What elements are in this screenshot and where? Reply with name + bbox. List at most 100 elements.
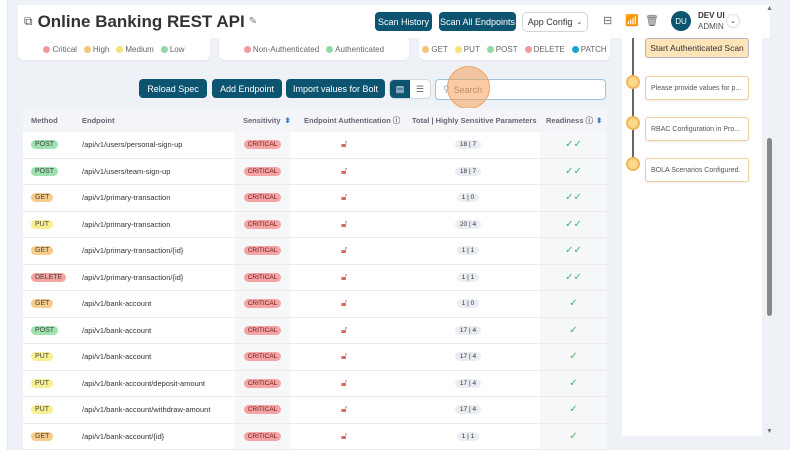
sensitivity-badge: CRITICAL: [243, 431, 282, 441]
unlocked-lock-icon: 🔓︎: [341, 165, 348, 177]
endpoint-path[interactable]: /api/v1/users/personal-sign-up: [82, 140, 183, 150]
method-badge: POST: [31, 166, 59, 176]
unlocked-lock-icon: 🔓︎: [341, 430, 348, 442]
legend-label: PUT: [463, 44, 480, 54]
legend-label: PATCH: [580, 44, 607, 54]
sensitivity-badge: CRITICAL: [243, 140, 282, 150]
col-endpoint[interactable]: Endpoint: [82, 115, 115, 125]
table-row[interactable]: PUT/api/v1/bank-account CRITICAL 🔓︎ 17 | 4 ✓: [23, 344, 607, 371]
endpoint-path[interactable]: /api/v1/bank-account/{id}: [82, 431, 165, 441]
sensitivity-badge: CRITICAL: [243, 352, 282, 362]
legend-dot: [486, 45, 494, 53]
sensitivity-badge: CRITICAL: [243, 193, 282, 203]
legend-item: Authenticated: [326, 45, 384, 54]
scrollbar[interactable]: [767, 138, 772, 316]
edit-pencil-icon[interactable]: ✎: [248, 16, 258, 27]
endpoint-path[interactable]: /api/v1/bank-account/withdraw-amount: [82, 405, 211, 415]
legend-item: POST: [486, 44, 518, 54]
timeline-dot-icon: [626, 75, 640, 89]
col-auth[interactable]: Endpoint Authentication ⓘ: [304, 108, 400, 132]
search-input[interactable]: [453, 84, 594, 95]
col-params[interactable]: Total | Highly Sensitive Parameters: [412, 115, 537, 125]
endpoint-path[interactable]: /api/v1/bank-account: [82, 299, 152, 309]
table-row[interactable]: GET/api/v1/bank-account CRITICAL 🔓︎ 1 | 0 ✓: [23, 291, 607, 318]
endpoint-path[interactable]: /api/v1/bank-account/deposit-amount: [82, 378, 205, 388]
endpoint-path[interactable]: /api/v1/bank-account: [82, 325, 152, 335]
legend-dot: [43, 45, 51, 53]
method-badge: POST: [31, 325, 59, 335]
params-count: 1 | 1: [456, 431, 480, 441]
info-icon: ⓘ: [585, 115, 594, 125]
endpoint-path[interactable]: /api/v1/users/team-sign-up: [82, 166, 171, 176]
info-icon: ⓘ: [392, 115, 401, 125]
table-row[interactable]: POST/api/v1/users/personal-sign-up CRITIC…: [23, 132, 607, 159]
legend-label: Low: [169, 44, 185, 54]
scan-history-button[interactable]: Scan History: [375, 12, 432, 31]
unlocked-lock-icon: 🔓︎: [341, 351, 348, 363]
add-endpoint-button[interactable]: Add Endpoint: [212, 79, 282, 98]
legend-item: PUT: [454, 44, 480, 54]
list-view-icon[interactable]: ☰: [415, 83, 425, 94]
timeline-item[interactable]: Please provide values for p...: [645, 76, 749, 100]
endpoint-path[interactable]: /api/v1/primary-transaction: [82, 193, 171, 203]
start-authenticated-scan-button[interactable]: Start Authenticated Scan: [645, 38, 749, 58]
table-row[interactable]: GET/api/v1/primary-transaction CRITICAL 🔓︎…: [23, 185, 607, 212]
table-row[interactable]: POST/api/v1/users/team-sign-up CRITICAL 🔓︎…: [23, 158, 607, 185]
legend-dot: [524, 45, 532, 53]
avatar[interactable]: DU: [671, 11, 691, 31]
double-check-icon: ✓✓: [565, 245, 582, 257]
legend-dot: [454, 45, 462, 53]
scan-all-endpoints-button[interactable]: Scan All Endpoints: [439, 12, 516, 31]
sensitivity-badge: CRITICAL: [243, 299, 282, 309]
check-icon: ✓: [569, 324, 578, 336]
import-values-button[interactable]: Import values for Bolt: [286, 79, 385, 98]
double-check-icon: ✓✓: [565, 165, 582, 177]
legend-label: POST: [495, 44, 518, 54]
endpoint-path[interactable]: /api/v1/primary-transaction/{id}: [82, 272, 184, 282]
col-sensitivity[interactable]: Sensitivity ⬍: [243, 108, 291, 132]
sort-icon[interactable]: ⬍: [284, 115, 291, 125]
legend-dot: [243, 45, 251, 53]
stack-icon[interactable]: ⊟: [603, 15, 613, 27]
method-badge: PUT: [31, 219, 53, 229]
sensitivity-badge: CRITICAL: [243, 378, 282, 388]
sort-icon[interactable]: ⬍: [596, 115, 603, 125]
user-role: ADMIN: [698, 22, 724, 31]
search-icon: ⚲: [443, 84, 450, 95]
endpoint-path[interactable]: /api/v1/bank-account: [82, 352, 152, 362]
timeline-item[interactable]: RBAC Configuration in Pro...: [645, 117, 749, 141]
chart-icon[interactable]: 📶: [625, 15, 639, 27]
sensitivity-badge: CRITICAL: [243, 219, 282, 229]
user-menu-chevron-icon[interactable]: ⌄: [726, 14, 740, 28]
app-config-dropdown[interactable]: App Config ⌄: [522, 12, 588, 32]
table-row[interactable]: GET/api/v1/bank-account/{id} CRITICAL 🔓︎ 1 …: [23, 423, 607, 450]
legend-item: Low: [160, 44, 185, 54]
table-row[interactable]: PUT/api/v1/bank-account/withdraw-amount C…: [23, 397, 607, 424]
timeline-item[interactable]: BOLA Scenarios Configured.: [645, 158, 749, 182]
scan-timeline-panel: [622, 38, 762, 436]
endpoint-path[interactable]: /api/v1/primary-transaction/{id}: [82, 246, 184, 256]
unlocked-lock-icon: 🔓︎: [341, 404, 348, 416]
col-method[interactable]: Method: [31, 115, 58, 125]
reload-spec-button[interactable]: Reload Spec: [139, 79, 207, 98]
table-row[interactable]: PUT/api/v1/primary-transaction CRITICAL 🔓︎…: [23, 211, 607, 238]
params-count: 1 | 0: [456, 193, 480, 203]
table-row[interactable]: GET/api/v1/primary-transaction/{id} CRITI…: [23, 238, 607, 265]
sensitivity-badge: CRITICAL: [243, 405, 282, 415]
copy-icon[interactable]: ⧉: [24, 14, 33, 28]
table-row[interactable]: PUT/api/v1/bank-account/deposit-amount CR…: [23, 370, 607, 397]
table-row[interactable]: DELETE/api/v1/primary-transaction/{id} CR…: [23, 264, 607, 291]
timeline-dot-icon: [626, 116, 640, 130]
legend-label: Critical: [52, 44, 77, 54]
scroll-up-arrow-icon[interactable]: ▲: [766, 5, 773, 12]
trash-icon[interactable]: 🗑: [645, 15, 659, 27]
scroll-down-arrow-icon[interactable]: ▼: [766, 428, 773, 435]
col-readiness[interactable]: Readiness ⓘ ⬍: [546, 108, 602, 132]
method-badge: GET: [31, 193, 54, 203]
chevron-down-icon: ⌄: [576, 19, 583, 26]
endpoint-path[interactable]: /api/v1/primary-transaction: [82, 219, 171, 229]
legend-dot: [160, 45, 168, 53]
unlocked-lock-icon: 🔓︎: [341, 245, 348, 257]
table-row[interactable]: POST/api/v1/bank-account CRITICAL 🔓︎ 17 | 4…: [23, 317, 607, 344]
table-view-icon[interactable]: ▤: [390, 80, 410, 98]
